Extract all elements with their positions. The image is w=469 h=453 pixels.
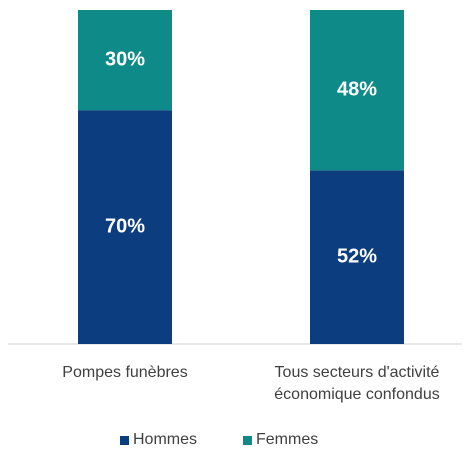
legend-label: Hommes xyxy=(133,431,198,448)
x-tick-label: Tous secteurs d'activité économique conf… xyxy=(274,364,440,403)
bar-segment xyxy=(310,170,404,344)
bar-segment xyxy=(78,110,172,344)
data-label: 48% xyxy=(337,78,377,100)
legend-swatch xyxy=(120,435,129,445)
legend-label: Femmes xyxy=(256,431,319,448)
legend-item: Hommes xyxy=(120,431,197,449)
legend-swatch xyxy=(243,435,252,445)
data-label: 70% xyxy=(105,215,145,237)
bar-segment xyxy=(78,10,172,111)
x-tick-label: Pompes funèbres xyxy=(62,364,188,381)
data-label: 30% xyxy=(105,48,145,70)
data-label: 52% xyxy=(337,245,377,267)
bar-segment xyxy=(310,10,404,171)
legend-item: Femmes xyxy=(243,431,318,449)
